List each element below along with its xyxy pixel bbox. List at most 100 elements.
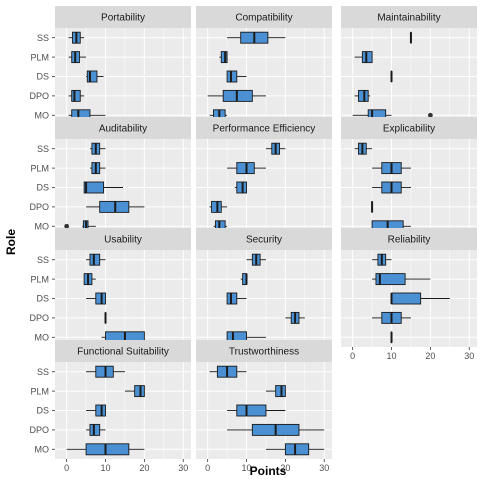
box-plm	[83, 273, 96, 286]
box-plm	[240, 273, 248, 286]
facet-functional-suitability: Functional Suitability SS PLM DS DPO MO 0 10 20 3…	[29, 340, 191, 473]
box-ds	[390, 292, 450, 305]
box-plm	[227, 162, 266, 175]
box-ds	[86, 292, 106, 305]
y-tick-label: SS	[37, 255, 49, 265]
y-tick-label: DPO	[29, 202, 49, 212]
box-dpo	[207, 89, 266, 102]
box-dpo	[354, 89, 371, 102]
box-mo	[64, 220, 96, 233]
facet-title: Compatibility	[235, 13, 292, 24]
box-ds	[86, 404, 106, 417]
box-plm	[265, 385, 286, 398]
box-ss	[68, 31, 85, 44]
facet-auditability: Auditability SS PLM DS DPO MO	[29, 117, 191, 236]
facet-title: Portability	[101, 13, 145, 24]
iqr-box	[86, 70, 98, 83]
iqr-box	[375, 273, 406, 286]
box-dpo	[86, 200, 145, 213]
facet-title: Usability	[104, 235, 142, 246]
facet-strip	[196, 6, 332, 28]
box-ds	[83, 181, 123, 194]
box-plm	[68, 51, 87, 64]
box-ss	[354, 142, 373, 155]
iqr-box	[236, 404, 267, 417]
facet-portability: Portability SS PLM DS DPO MO	[29, 6, 191, 125]
y-tick-label: SS	[37, 33, 49, 43]
box-ss	[227, 31, 286, 44]
y-tick-label: DPO	[29, 313, 49, 323]
y-tick-label: MO	[35, 333, 50, 343]
box-plm	[372, 162, 411, 175]
iqr-box	[83, 181, 105, 194]
x-tick-label: 30	[319, 463, 329, 473]
box-ss	[246, 253, 266, 266]
box-mo	[352, 109, 433, 122]
facet-title: Functional Suitability	[77, 347, 169, 358]
iqr-box	[71, 89, 81, 102]
box-ss	[209, 365, 247, 378]
box-ss	[89, 142, 106, 155]
iqr-box	[391, 292, 422, 305]
box-ds	[226, 292, 247, 305]
y-axis-title: Role	[4, 229, 18, 255]
y-tick-label: PLM	[30, 163, 49, 173]
box-plm	[219, 51, 228, 64]
facet-title: Auditability	[99, 124, 147, 135]
box-mo	[265, 443, 325, 456]
x-tick-label: 20	[139, 463, 149, 473]
x-tick-label: 20	[280, 463, 290, 473]
y-tick-label: MO	[35, 111, 50, 121]
y-tick-label: MO	[35, 445, 50, 455]
y-tick-label: PLM	[30, 52, 49, 62]
facet-performance-efficiency: Performance Efficiency	[196, 117, 332, 236]
facet-title: Reliability	[388, 235, 431, 246]
box-plm	[372, 273, 431, 286]
facet-strip	[196, 340, 332, 362]
facet-strip	[196, 228, 332, 250]
iqr-box	[85, 443, 130, 456]
x-tick-label: 0	[205, 463, 210, 473]
y-tick-label: DPO	[29, 425, 49, 435]
box-ss	[86, 365, 125, 378]
facet-security: Security	[196, 228, 332, 347]
box-ss	[265, 142, 286, 155]
box-ds	[86, 70, 104, 83]
outlier-point	[427, 112, 433, 118]
y-tick-label: PLM	[30, 386, 49, 396]
facet-strip	[55, 228, 191, 250]
box-ds	[234, 181, 247, 194]
y-tick-label: DS	[36, 183, 49, 193]
y-tick-label: DS	[36, 406, 49, 416]
facet-trustworthiness: Trustworthiness 0 10 20 30	[196, 340, 332, 473]
y-tick-label: SS	[37, 367, 49, 377]
x-tick-label: 20	[425, 351, 435, 361]
facet-strip	[55, 117, 191, 139]
facet-strip	[341, 6, 477, 28]
facet-compatibility: Compatibility	[196, 6, 332, 125]
facet-title: Performance Efficiency	[213, 124, 316, 135]
box-ds	[372, 181, 411, 194]
box-dpo	[68, 89, 85, 102]
x-tick-label: 10	[242, 463, 252, 473]
facet-title: Maintainability	[377, 13, 440, 24]
y-tick-label: MO	[35, 222, 50, 232]
facet-usability: Usability SS PLM DS DPO MO	[29, 228, 191, 347]
facet-strip	[341, 117, 477, 139]
y-tick-label: DPO	[29, 91, 49, 101]
box-dpo	[227, 423, 325, 436]
box-dpo	[285, 311, 305, 324]
x-tick-label: 10	[101, 463, 111, 473]
box-dpo	[86, 423, 106, 436]
x-tick-label: 0	[64, 463, 69, 473]
x-tick-label: 30	[464, 351, 474, 361]
box-plm	[124, 385, 145, 398]
box-dpo	[372, 311, 411, 324]
iqr-box	[284, 443, 310, 456]
facet-strip	[55, 6, 191, 28]
x-tick-label: 0	[350, 351, 355, 361]
box-ss	[372, 253, 392, 266]
box-plm	[354, 51, 373, 64]
facet-explicability: Explicability	[341, 117, 477, 236]
